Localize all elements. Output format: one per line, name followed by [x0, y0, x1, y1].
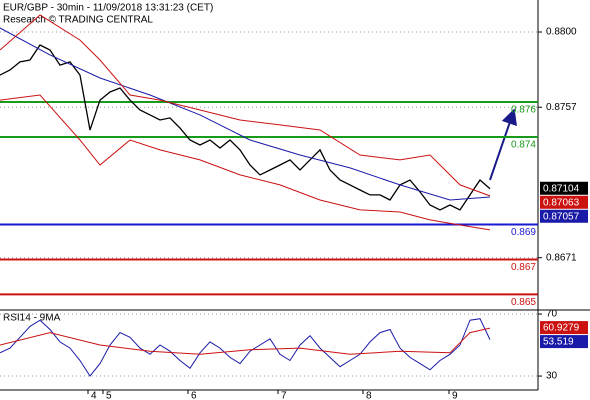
- y-tick-label: 0.8800: [546, 27, 577, 38]
- value-tag-label: 0.87063: [543, 197, 580, 208]
- level-label: 0.876: [511, 105, 536, 116]
- chart-title: EUR/GBP - 30min - 11/09/2018 13:31:23 (C…: [3, 3, 213, 14]
- series-line: [0, 94, 491, 231]
- level-label: 0.869: [511, 227, 536, 238]
- value-tag: [540, 335, 588, 349]
- value-tag: [540, 209, 588, 223]
- value-tag: [540, 195, 588, 209]
- level-label: 0.874: [511, 140, 536, 151]
- value-tag-label: 0.87104: [543, 183, 580, 194]
- value-tag: [540, 181, 588, 195]
- y-tick-label: 30: [546, 371, 558, 382]
- rsi-title: RSI14 - 9MA: [3, 313, 61, 324]
- x-tick-label: 6: [191, 391, 197, 400]
- x-tick-label: 8: [366, 391, 372, 400]
- y-tick-label: 70: [546, 309, 558, 320]
- value-tag-label: 0.87057: [543, 211, 580, 222]
- value-tag: [540, 321, 588, 335]
- value-tag-label: 60.9279: [543, 323, 580, 334]
- series-line: [0, 44, 491, 211]
- series-line: [0, 14, 491, 197]
- series-line: [0, 318, 491, 377]
- value-tag-label: 53.519: [543, 337, 574, 348]
- projection-arrow: [489, 108, 517, 181]
- chart-subtitle: Research © TRADING CENTRAL: [3, 15, 153, 26]
- y-tick-label: 0.8757: [546, 102, 577, 113]
- series-line: [0, 27, 491, 201]
- y-tick-label: 0.8671: [546, 252, 577, 263]
- x-tick-label: 9: [452, 391, 458, 400]
- x-tick-label: 7: [281, 391, 287, 400]
- level-label: 0.867: [511, 262, 536, 273]
- level-label: 0.865: [511, 297, 536, 308]
- x-tick-label: 5: [106, 391, 112, 400]
- series-line: [0, 327, 491, 355]
- x-tick-label: 4: [91, 391, 97, 400]
